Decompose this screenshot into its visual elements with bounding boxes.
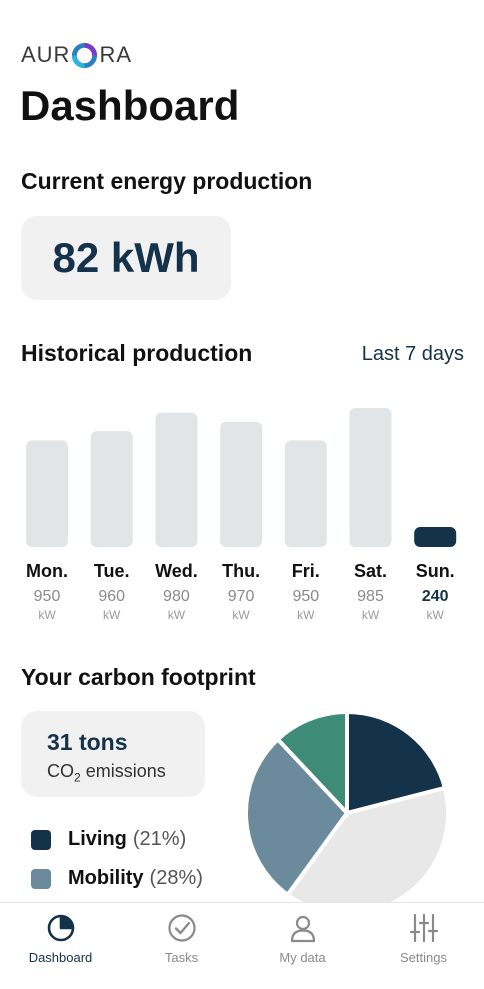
carbon-total-value: 31 tons [47, 729, 128, 755]
carbon-pie-chart [246, 712, 450, 916]
emissions-text: emissions [80, 761, 166, 781]
bar-unit-label: kW [103, 608, 121, 622]
logo-text-right: RA [99, 42, 133, 67]
bar-value-label: 950 [34, 588, 61, 605]
legend-item-living: Living (21%) [31, 820, 203, 859]
tab-tasks[interactable]: Tasks [121, 903, 242, 989]
co-text: CO [47, 761, 74, 781]
legend-item-mobility: Mobility (28%) [31, 859, 203, 898]
bar-sat [349, 408, 392, 547]
current-production-heading: Current energy production [21, 168, 313, 194]
bar-unit-label: kW [362, 608, 380, 622]
carbon-total-subtitle: CO2 emissions [47, 761, 166, 785]
current-production-value: 82 kWh [21, 216, 231, 300]
aurora-logo: AUR RA [21, 41, 132, 69]
historical-bar-chart: Mon. 950 kW Tue. 960 kW Wed. 980 kW Thu. 970 kW Fri.… [0, 400, 484, 630]
legend-swatch-living [31, 829, 51, 850]
tab-settings[interactable]: Settings [363, 903, 484, 989]
bar-value-label: 960 [98, 588, 125, 605]
user-icon [290, 915, 315, 943]
bar-value-label: 950 [292, 588, 319, 605]
dashboard-icon [47, 914, 74, 942]
carbon-footprint-heading: Your carbon footprint [21, 664, 256, 690]
bar-day-label: Thu. [222, 561, 260, 581]
bar-unit-label: kW [297, 608, 315, 622]
bar-chart-svg: Mon. 950 kW Tue. 960 kW Wed. 980 kW Thu. 970 kW Fri.… [26, 408, 457, 622]
bar-fri [284, 440, 327, 547]
tab-dashboard[interactable]: Dashboard [0, 903, 121, 989]
historical-production-heading: Historical production [21, 340, 253, 366]
bar-day-label: Wed. [155, 561, 198, 581]
tab-label-settings: Settings [400, 950, 447, 965]
co2-subscript: 2 [74, 770, 81, 785]
logo-text-left: AUR [21, 42, 71, 67]
bar-wed [155, 412, 198, 547]
bar-unit-label: kW [232, 608, 250, 622]
bar-value-label: 240 [422, 588, 449, 605]
page-title: Dashboard [20, 82, 240, 129]
bar-value-label: 985 [357, 588, 384, 605]
bottom-tab-bar: Dashboard Tasks My data Settings [0, 902, 484, 989]
bar-thu [220, 421, 263, 547]
bar-day-label: Mon. [26, 561, 68, 581]
bar-value-label: 980 [163, 588, 190, 605]
bar-tue [90, 431, 133, 547]
bar-unit-label: kW [168, 608, 186, 622]
bar-day-label: Tue. [94, 561, 130, 581]
bar-day-label: Fri. [292, 561, 320, 581]
range-selector[interactable]: Last 7 days [361, 343, 464, 365]
tab-label-my-data: My data [279, 950, 326, 965]
bar-day-label: Sun. [416, 561, 455, 581]
legend-swatch-mobility [31, 868, 51, 889]
legend-pct-living: (21%) [132, 828, 187, 850]
pie-slice-mobility [246, 736, 350, 898]
tab-my-data[interactable]: My data [242, 903, 363, 989]
settings-icon [409, 913, 438, 943]
tasks-icon [167, 914, 196, 942]
tab-label-dashboard: Dashboard [28, 950, 93, 965]
carbon-total-card: 31 tons CO2 emissions [21, 711, 205, 797]
pie-slice-living [345, 712, 448, 816]
bar-value-label: 970 [228, 588, 255, 605]
bar-sun [414, 527, 457, 547]
logo-o-icon [72, 42, 98, 68]
legend-label-living: Living [68, 828, 127, 850]
pie-slice-green [275, 712, 349, 819]
legend-label-mobility: Mobility [68, 867, 144, 889]
legend-pct-mobility: (28%) [149, 867, 203, 889]
bar-unit-label: kW [427, 608, 445, 622]
bar-day-label: Sat. [354, 561, 387, 581]
bar-mon [26, 440, 68, 547]
bar-unit-label: kW [38, 608, 56, 622]
tab-label-tasks: Tasks [164, 950, 199, 965]
